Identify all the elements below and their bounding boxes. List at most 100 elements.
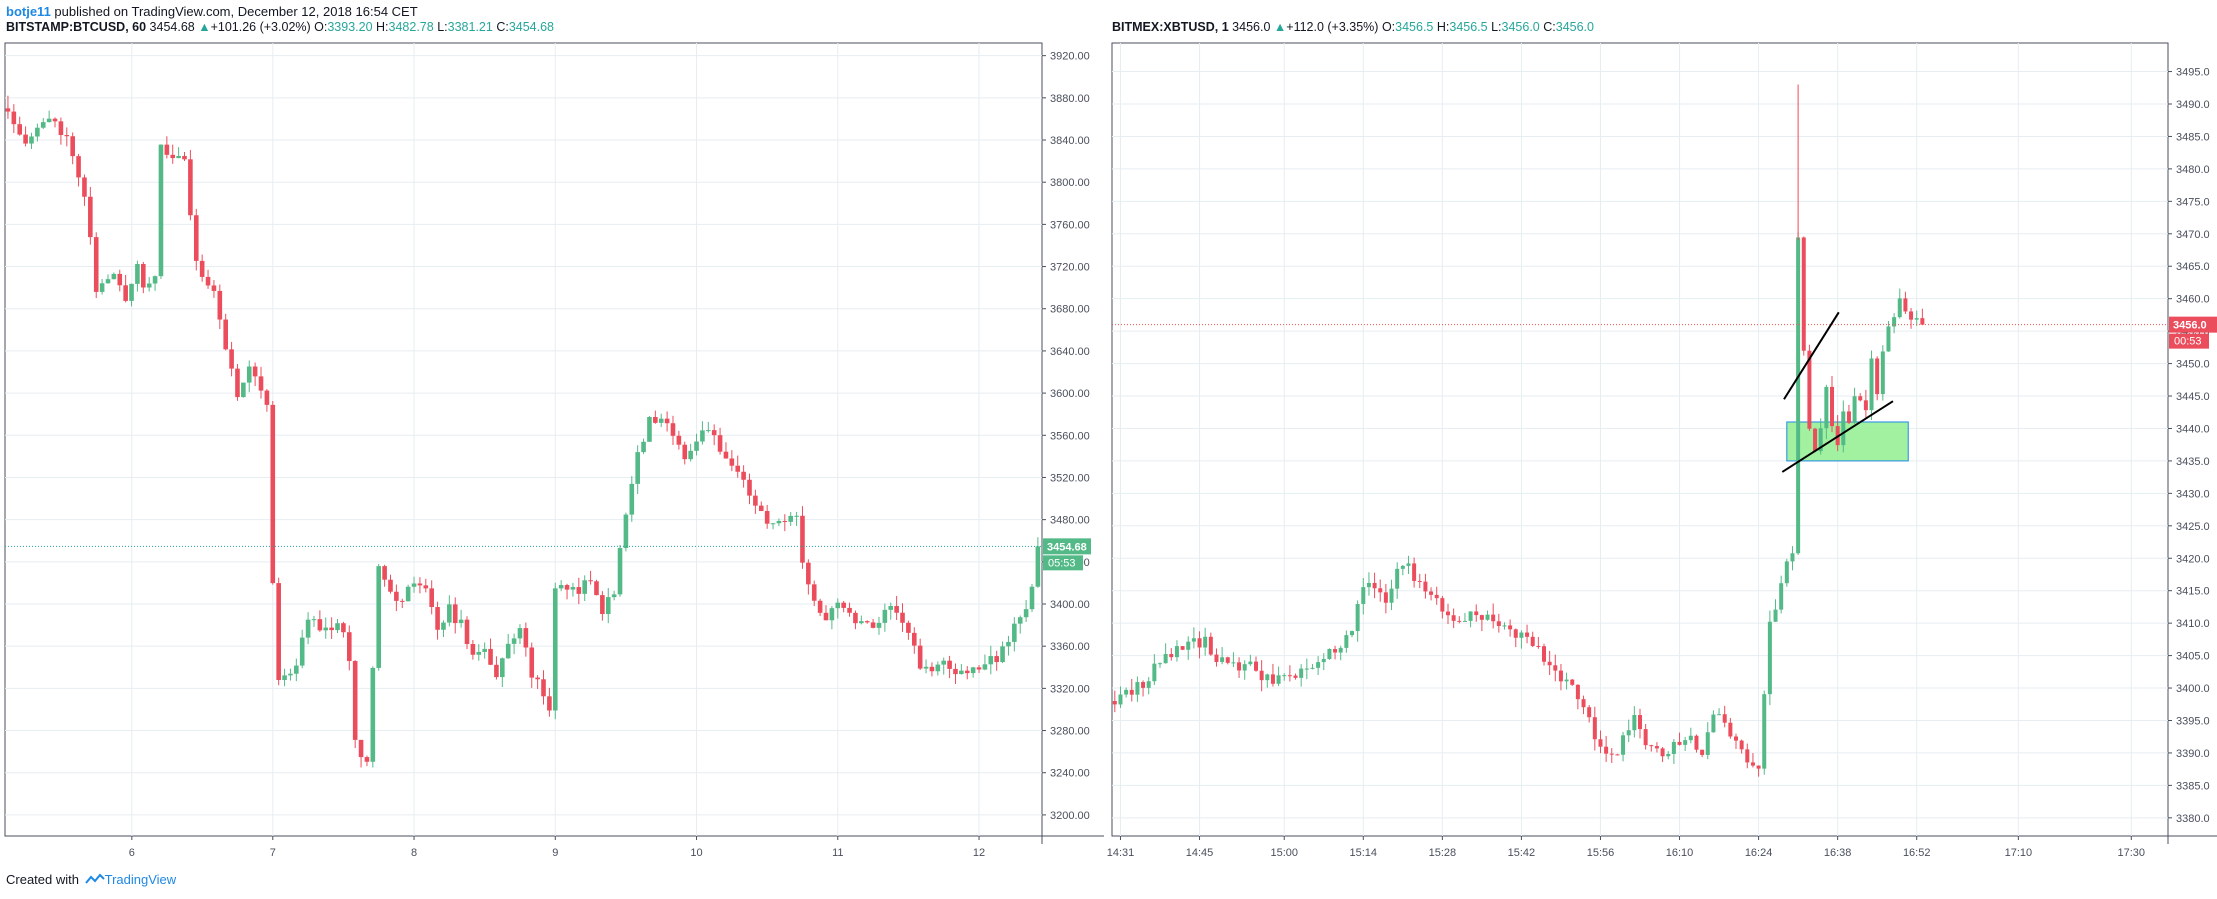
candle: [1841, 400, 1846, 453]
candle-body: [605, 597, 611, 614]
candle: [988, 645, 994, 675]
candle: [1361, 578, 1366, 615]
candle: [1858, 393, 1863, 402]
left-symbol[interactable]: BITSTAMP:BTCUSD, 60: [6, 20, 147, 34]
publish-text: published on TradingView.com, December 1…: [50, 4, 418, 19]
candle-body: [58, 121, 64, 136]
candle: [1350, 630, 1354, 638]
candle: [93, 232, 99, 299]
candle-body: [1457, 620, 1462, 622]
candle: [1914, 310, 1919, 326]
candle: [182, 151, 187, 162]
candle: [1813, 427, 1818, 453]
candle: [270, 400, 276, 585]
candle-body: [1446, 611, 1450, 616]
candle-body: [252, 366, 258, 377]
candle-body: [1485, 614, 1490, 620]
candle: [882, 603, 888, 632]
x-tick-label: 16:52: [1903, 847, 1931, 859]
candle-body: [1824, 386, 1829, 429]
candle: [1649, 744, 1654, 752]
left-low: 3381.21: [447, 20, 493, 34]
candle: [246, 360, 252, 393]
candle: [299, 629, 305, 669]
candle-body: [582, 580, 588, 594]
left-high: 3482.78: [388, 20, 434, 34]
candle-body: [1129, 689, 1134, 695]
right-symbol[interactable]: BITMEX:XBTUSD, 1: [1112, 20, 1229, 34]
left-o-label: O:: [314, 20, 328, 34]
candle: [176, 147, 181, 159]
candle-body: [399, 600, 405, 602]
right-close: 3456.0: [1555, 20, 1594, 34]
candle-body: [1886, 326, 1891, 352]
candle: [399, 598, 405, 609]
candle: [1875, 356, 1880, 401]
candle-body: [552, 588, 558, 711]
candle: [700, 421, 705, 445]
candle-body: [1846, 411, 1851, 423]
left-close: 3454.68: [508, 20, 554, 34]
candle: [1344, 630, 1349, 653]
x-tick-label: 11: [832, 847, 843, 859]
countdown-bg: [1043, 555, 1083, 571]
price-tag: 3454.68 05:53: [1043, 538, 1091, 571]
candle: [1231, 652, 1236, 667]
candle-body: [1174, 646, 1179, 658]
candle-body: [1909, 311, 1914, 320]
candle-body: [1745, 749, 1750, 763]
candle: [1293, 673, 1298, 680]
candle: [1378, 579, 1383, 602]
candle: [770, 522, 776, 530]
author-link[interactable]: botje11: [6, 4, 51, 19]
candle-body: [647, 417, 652, 442]
x-tick-label: 17:30: [2118, 847, 2146, 859]
candle: [970, 666, 976, 678]
candle: [1457, 616, 1462, 624]
candle: [511, 633, 517, 655]
y-tick-label: 3280.00: [1050, 726, 1090, 738]
candle: [1880, 345, 1885, 401]
right-last: 3456.0: [1232, 20, 1271, 34]
candle-body: [841, 602, 846, 608]
candle-body: [405, 586, 411, 602]
candle-body: [1750, 762, 1755, 766]
candle-body: [182, 155, 187, 160]
candle-body: [1869, 358, 1874, 411]
candle-body: [505, 643, 511, 659]
candle-body: [135, 264, 140, 284]
y-tick-label: 3400.00: [1050, 599, 1090, 611]
candle-body: [1863, 400, 1868, 411]
candle: [1254, 656, 1258, 672]
candle-body: [1790, 553, 1795, 562]
candle: [1304, 658, 1309, 680]
candle: [188, 149, 193, 221]
candle: [1581, 695, 1586, 715]
candle-body: [935, 664, 941, 672]
candle-body: [1344, 635, 1349, 648]
candle: [1333, 645, 1338, 660]
candle: [1265, 673, 1270, 688]
candle-body: [882, 609, 888, 623]
candle: [1462, 612, 1467, 622]
candle-body: [1035, 546, 1041, 587]
trendline: [1781, 400, 1894, 473]
x-tick-label: 9: [552, 847, 558, 859]
candle: [1604, 735, 1609, 762]
candle: [1112, 690, 1117, 713]
candle-body: [853, 612, 858, 624]
candle-body: [558, 585, 564, 589]
candle-body: [1892, 317, 1897, 327]
candle-body: [1282, 675, 1287, 677]
candle: [1739, 739, 1744, 754]
candle: [88, 186, 93, 245]
candle-body: [947, 660, 952, 669]
candle: [252, 362, 258, 387]
candle-body: [141, 264, 146, 288]
tradingview-link[interactable]: TradingView: [104, 872, 177, 887]
left-last: 3454.68: [149, 20, 195, 34]
candle-body: [764, 511, 770, 524]
price-tag: 3456.0 00:53: [2169, 316, 2217, 349]
candle-body: [835, 602, 841, 609]
